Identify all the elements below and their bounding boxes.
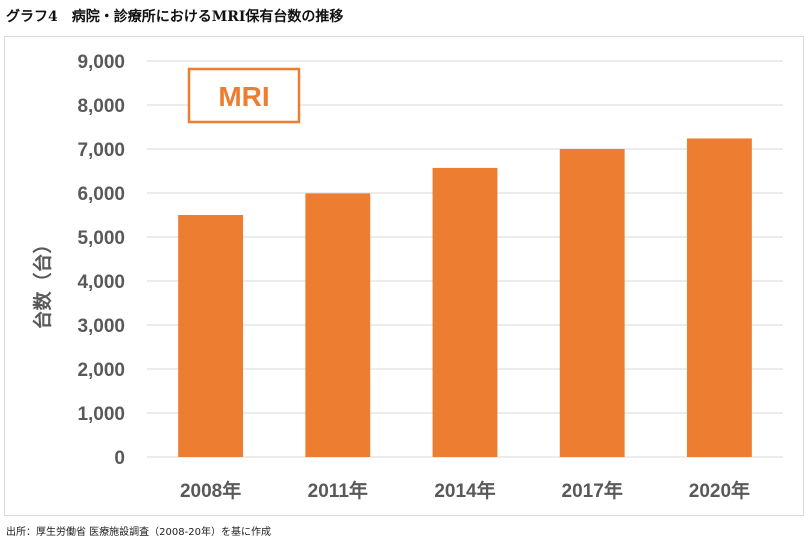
y-tick-label: 9,000	[77, 52, 125, 73]
y-axis-ticks: 0 1,000 2,000 3,000 4,000 5,000 6,000 7,000 8,00…	[77, 52, 125, 469]
source-note: 出所：厚生労働省 医療施設調査（2008-20年）を基に作成	[6, 527, 271, 538]
y-tick-label: 6,000	[77, 184, 125, 205]
bar-2008年	[178, 215, 244, 457]
bars	[178, 138, 752, 458]
x-tick-label: 2020年	[689, 479, 750, 502]
y-axis-label: 台数（台）	[31, 234, 54, 329]
bar-2011年	[305, 193, 371, 457]
x-tick-label: 2017年	[562, 479, 623, 502]
bar-2014年	[432, 167, 498, 458]
y-tick-label: 4,000	[77, 272, 125, 293]
y-tick-label: 8,000	[77, 96, 125, 117]
y-tick-label: 2,000	[77, 360, 125, 381]
y-tick-label: 3,000	[77, 316, 125, 337]
y-tick-label: 0	[114, 448, 125, 469]
bar-chart: 0 1,000 2,000 3,000 4,000 5,000 6,000 7,000 8,00…	[31, 52, 783, 502]
y-tick-label: 1,000	[77, 404, 125, 425]
chart-frame: 0 1,000 2,000 3,000 4,000 5,000 6,000 7,000 8,00…	[4, 36, 804, 516]
x-tick-label: 2008年	[180, 479, 241, 502]
bar-2020年	[686, 138, 752, 457]
x-axis-ticks: 2008年 2011年 2014年 2017年 2020年	[180, 479, 750, 502]
mri-annotation-text: MRI	[218, 81, 269, 112]
y-tick-label: 5,000	[77, 228, 125, 249]
chart-title: グラフ4 病院・診療所におけるMRI保有台数の推移	[6, 9, 344, 25]
x-tick-label: 2014年	[434, 479, 495, 502]
x-tick-label: 2011年	[308, 479, 368, 502]
bar-2017年	[559, 149, 625, 457]
y-tick-label: 7,000	[77, 140, 125, 161]
mri-annotation: MRI	[187, 67, 301, 124]
